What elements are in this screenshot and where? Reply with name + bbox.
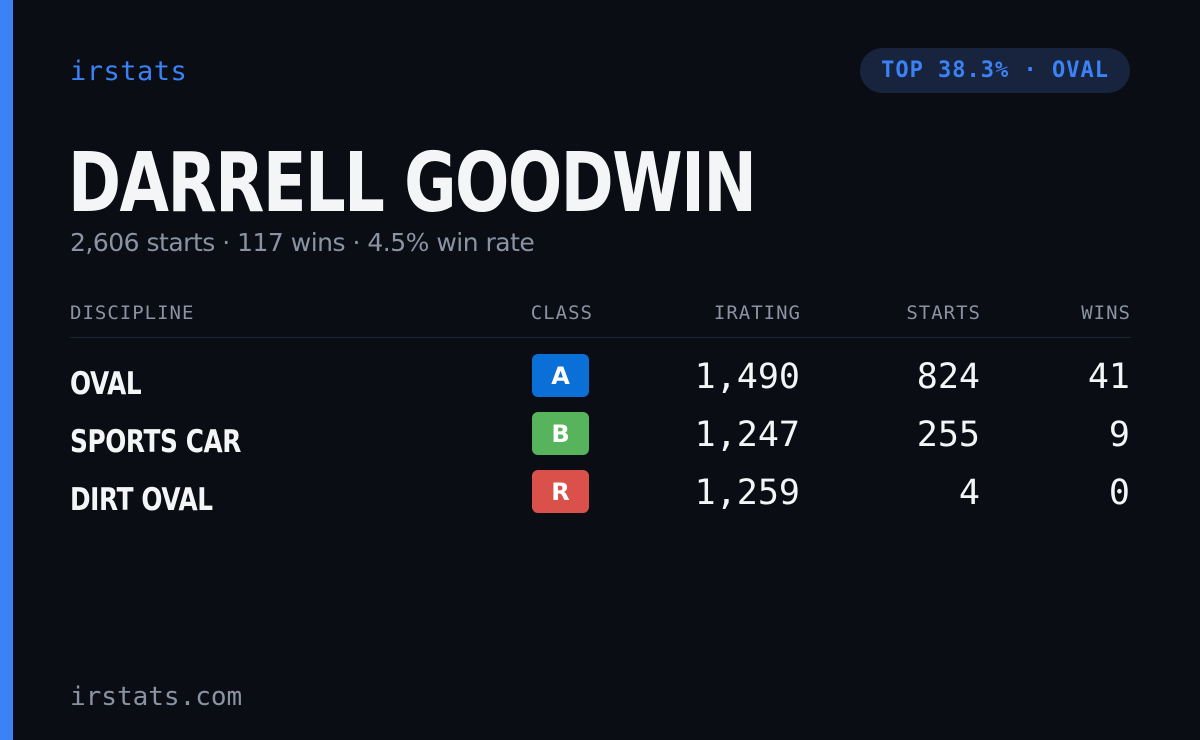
wins-value: 9 <box>1108 415 1130 455</box>
starts-value: 824 <box>916 357 980 397</box>
class-badge: A <box>532 354 589 397</box>
wins-value: 41 <box>1087 357 1130 397</box>
header-discipline: DISCIPLINE <box>70 302 195 324</box>
discipline-label: SPORTS CAR <box>70 424 242 460</box>
starts-value: 255 <box>916 415 980 455</box>
discipline-label: DIRT OVAL <box>70 482 213 518</box>
discipline-label: OVAL <box>70 366 142 402</box>
class-badge: R <box>532 470 589 513</box>
wins-value: 0 <box>1108 473 1130 513</box>
irating-value: 1,247 <box>694 415 800 455</box>
class-badge: B <box>532 412 589 455</box>
footer-url: irstats.com <box>70 682 243 712</box>
header-wins: WINS <box>1081 302 1131 324</box>
header-divider <box>70 337 1131 338</box>
table-row: DIRT OVAL R 1,259 4 0 <box>0 470 1200 528</box>
irating-value: 1,259 <box>694 473 800 513</box>
brand-logo: irstats <box>70 56 188 87</box>
accent-bar <box>0 0 13 740</box>
header-class: CLASS <box>530 302 593 324</box>
driver-name: DARRELL GOODWIN <box>68 136 757 231</box>
table-row: SPORTS CAR B 1,247 255 9 <box>0 412 1200 470</box>
irating-value: 1,490 <box>694 357 800 397</box>
driver-summary: 2,606 starts · 117 wins · 4.5% win rate <box>70 228 535 257</box>
table-row: OVAL A 1,490 824 41 <box>0 354 1200 412</box>
header-starts: STARTS <box>906 302 981 324</box>
header-irating: IRATING <box>713 302 801 324</box>
rank-badge: TOP 38.3% · OVAL <box>860 48 1130 93</box>
starts-value: 4 <box>958 473 980 513</box>
